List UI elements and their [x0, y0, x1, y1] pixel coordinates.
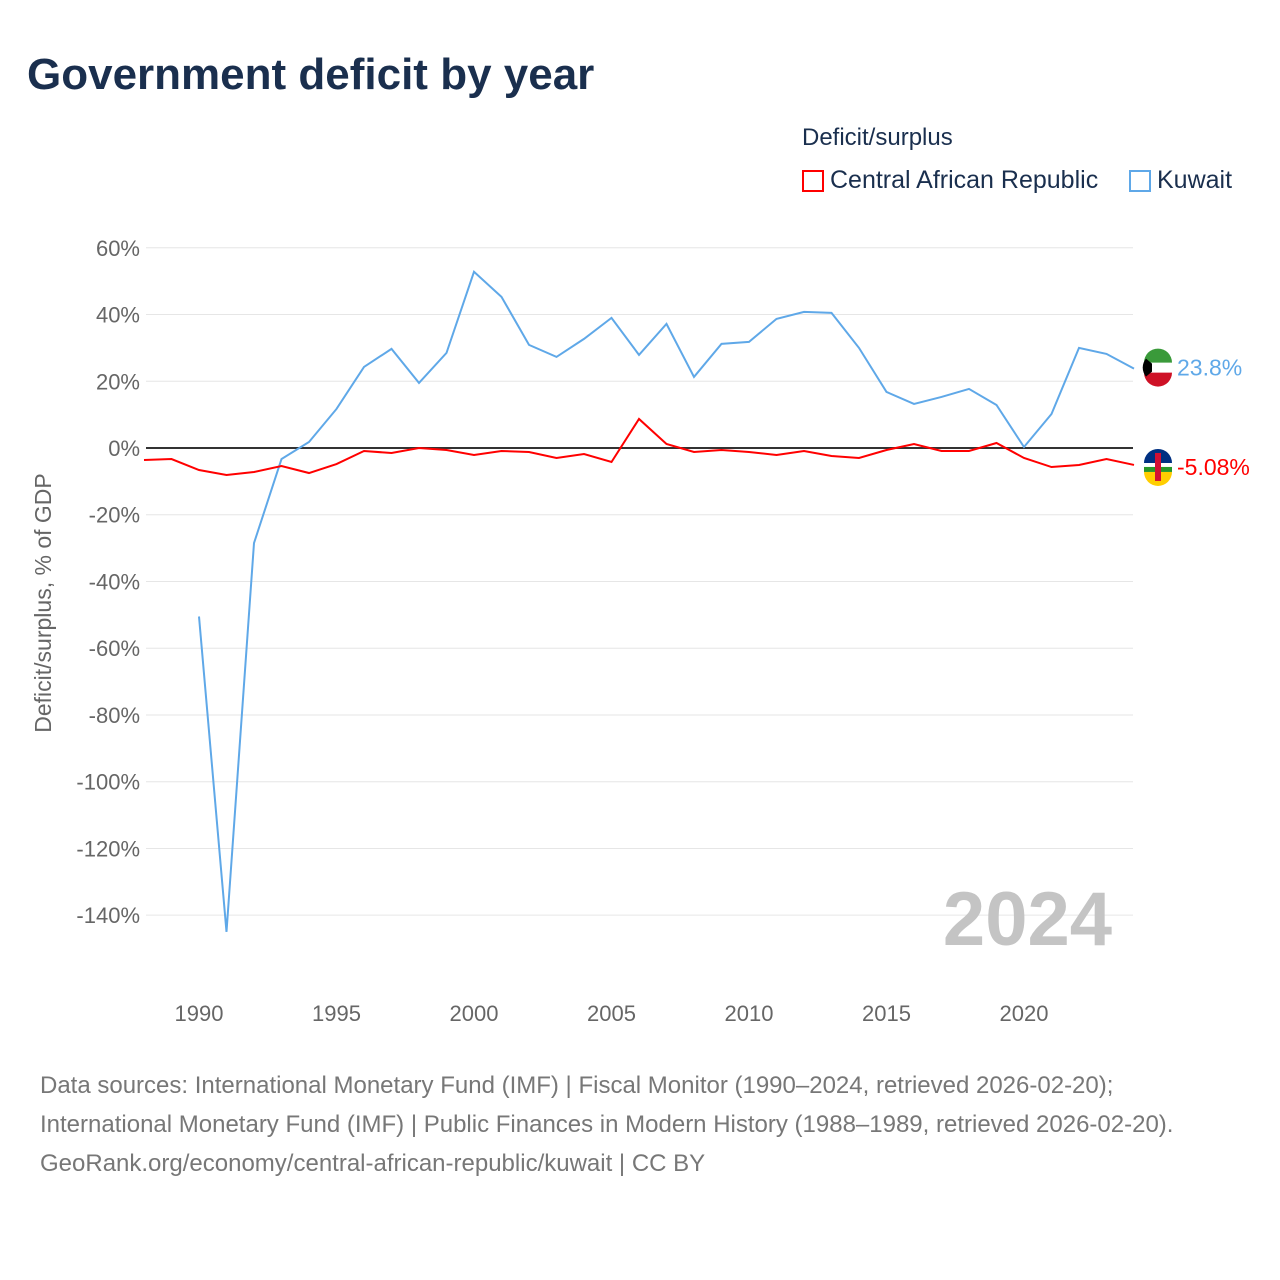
x-tick-label: 2005 [587, 1001, 636, 1026]
y-tick-label: -100% [76, 770, 140, 795]
y-tick-label: 40% [96, 303, 140, 328]
end-value-label: 23.8% [1177, 355, 1242, 381]
legend-label: Central African Republic [830, 166, 1099, 194]
x-tick-label: 1995 [312, 1001, 361, 1026]
series-line-kuwait[interactable] [198, 270, 1135, 932]
y-tick-label: -140% [76, 903, 140, 928]
footer: Data sources: International Monetary Fun… [40, 1066, 1240, 1183]
legend-label: Kuwait [1157, 166, 1233, 194]
y-tick-label: 0% [108, 436, 140, 461]
end-value-label: -5.08% [1177, 454, 1250, 480]
y-tick-label: -80% [89, 703, 140, 728]
credit-link[interactable]: GeoRank.org/economy/central-african-repu… [40, 1150, 706, 1177]
y-tick-label: 20% [96, 369, 140, 394]
legend-swatch [802, 169, 824, 192]
x-tick-label: 2015 [862, 1001, 911, 1026]
x-tick-label: 2010 [725, 1001, 774, 1026]
x-tick-label: 2020 [1000, 1001, 1049, 1026]
car-flag-icon [1144, 448, 1172, 486]
legend-title: Deficit/surplus [802, 124, 953, 151]
series-line-central-african-republic[interactable] [143, 417, 1135, 477]
y-axis-label: Deficit/surplus, % of GDP [30, 473, 56, 732]
y-tick-label: -20% [89, 503, 140, 528]
y-tick-label: -60% [89, 636, 140, 661]
data-sources: Data sources: International Monetary Fun… [40, 1072, 1174, 1138]
x-tick-label: 2000 [450, 1001, 499, 1026]
legend-swatch [1129, 169, 1151, 192]
y-tick-label: 60% [96, 236, 140, 261]
kuwait-flag-icon [1142, 348, 1172, 387]
y-tick-label: -120% [76, 836, 140, 861]
line-chart: 60% 40% 20% 0% -20% -40% -60% -80% -100% -120% -14… [30, 236, 1250, 1026]
x-tick-label: 1990 [175, 1001, 224, 1026]
legend-item-central-african-republic[interactable]: Central African Republic [802, 166, 1098, 195]
chart-title: Government deficit by year [27, 50, 595, 99]
y-tick-label: -40% [89, 569, 140, 594]
year-watermark: 2024 [943, 877, 1112, 962]
legend-item-kuwait[interactable]: Kuwait [1129, 166, 1232, 195]
